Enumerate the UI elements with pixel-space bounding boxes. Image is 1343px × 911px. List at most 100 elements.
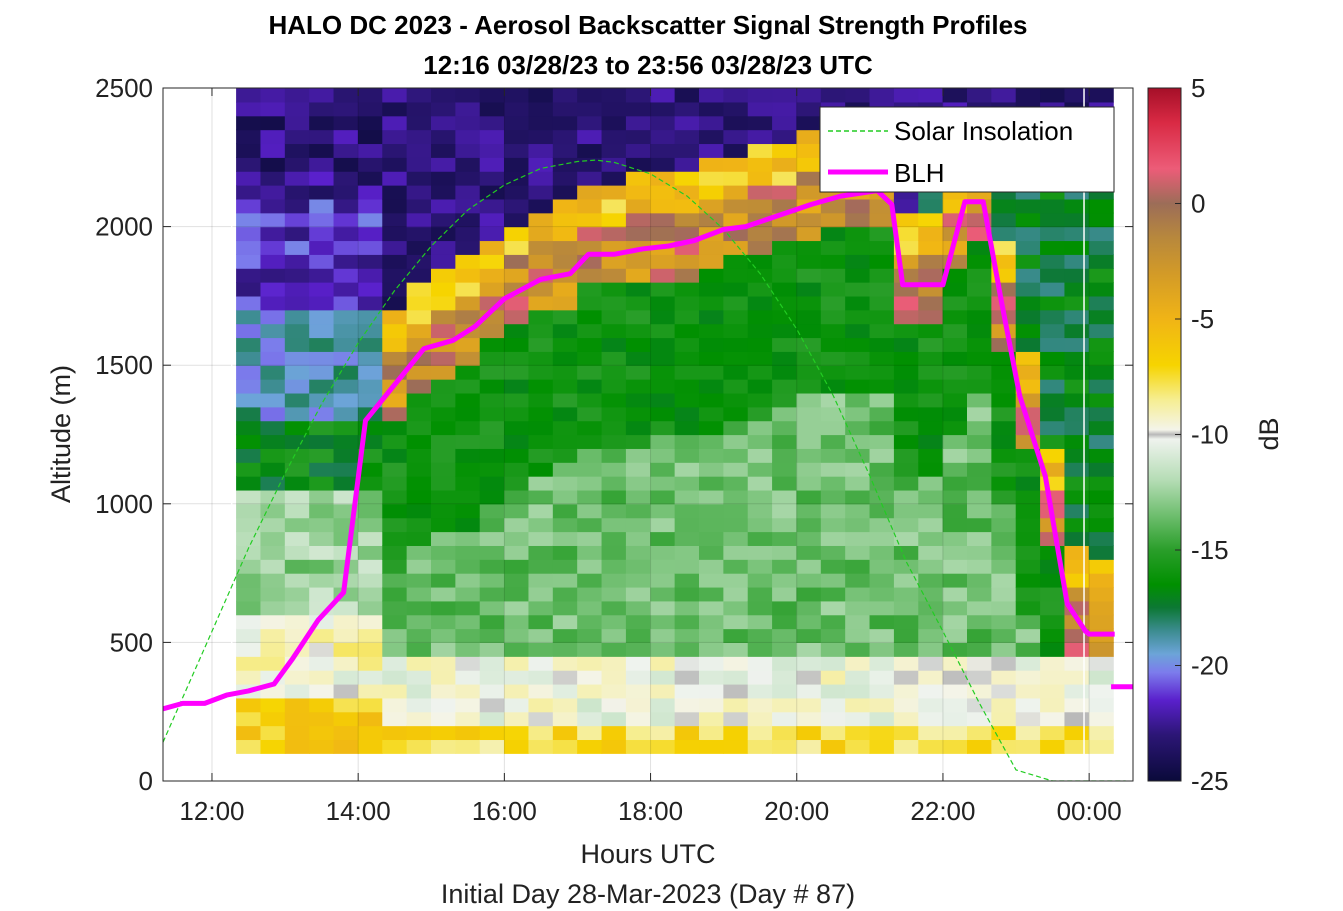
- heatmap-cell: [796, 434, 822, 449]
- heatmap-cell: [674, 226, 700, 242]
- heatmap-cell: [601, 600, 627, 616]
- heatmap-cell: [723, 628, 749, 643]
- heatmap-cell: [382, 226, 408, 242]
- colorbar-tick-label: -10: [1191, 420, 1229, 450]
- heatmap-cell: [650, 503, 676, 519]
- heatmap-cell: [650, 226, 676, 242]
- heatmap-cell: [552, 517, 578, 533]
- heatmap-cell: [674, 143, 700, 158]
- series-blh: [163, 188, 1115, 712]
- heatmap-cell: [236, 697, 262, 713]
- heatmap-cell: [869, 670, 895, 685]
- heatmap-cell: [820, 254, 846, 269]
- heatmap-cell: [284, 420, 310, 436]
- heatmap-cell: [772, 420, 798, 436]
- heatmap-cell: [504, 226, 530, 242]
- heatmap-cell: [333, 725, 359, 741]
- heatmap-cell: [845, 725, 871, 741]
- heatmap-cell: [333, 392, 359, 408]
- heatmap-cell: [942, 379, 968, 394]
- heatmap-cell: [528, 586, 554, 602]
- heatmap-cell: [382, 476, 408, 491]
- heatmap-cell: [967, 351, 992, 366]
- heatmap-cell: [1088, 295, 1114, 311]
- heatmap-cell: [918, 254, 944, 269]
- heatmap-cell: [333, 448, 359, 463]
- heatmap-cell: [601, 295, 627, 311]
- heatmap-cell: [747, 115, 773, 131]
- heatmap-cell: [772, 573, 798, 588]
- heatmap-cell: [918, 573, 944, 588]
- heatmap-cell: [1040, 725, 1066, 741]
- heatmap-cell: [772, 240, 798, 255]
- heatmap-cell: [260, 129, 286, 145]
- heatmap-cell: [382, 88, 408, 103]
- heatmap-cell: [236, 614, 262, 630]
- heatmap-cell: [723, 600, 749, 616]
- heatmap-cell: [577, 157, 603, 172]
- heatmap-cell: [747, 670, 773, 685]
- heatmap-cell: [942, 683, 968, 699]
- heatmap-cell: [357, 365, 383, 380]
- heatmap-cell: [918, 725, 944, 741]
- heatmap-cell: [796, 531, 822, 546]
- heatmap-cell: [601, 739, 627, 754]
- heatmap-cell: [1088, 392, 1114, 408]
- heatmap-cell: [333, 212, 359, 228]
- heatmap-cell: [820, 600, 846, 616]
- heatmap-cell: [236, 115, 262, 131]
- heatmap-cell: [796, 212, 822, 228]
- heatmap-cell: [260, 573, 286, 588]
- heatmap-cell: [455, 143, 481, 158]
- heatmap-cell: [382, 212, 408, 228]
- heatmap-cell: [455, 185, 481, 200]
- heatmap-cell: [1064, 517, 1090, 533]
- heatmap-cell: [1064, 88, 1090, 103]
- heatmap-cell: [723, 462, 749, 477]
- heatmap-cell: [942, 628, 968, 643]
- heatmap-cell: [431, 392, 456, 408]
- heatmap-cell: [406, 739, 432, 754]
- heatmap-cell: [236, 420, 262, 436]
- heatmap-cell: [991, 614, 1017, 630]
- heatmap-cell: [869, 600, 895, 616]
- heatmap-cell: [650, 573, 676, 588]
- heatmap-cell: [431, 351, 456, 366]
- heatmap-cell: [845, 545, 871, 560]
- heatmap-cell: [236, 365, 262, 380]
- heatmap-cell: [1015, 88, 1041, 103]
- heatmap-cell: [455, 212, 481, 228]
- heatmap-cell: [431, 628, 456, 643]
- heatmap-cell: [1088, 573, 1114, 588]
- heatmap-cell: [309, 129, 335, 145]
- heatmap-cell: [431, 379, 456, 394]
- heatmap-cell: [772, 365, 798, 380]
- heatmap-cell: [1064, 379, 1090, 394]
- heatmap-cell: [431, 268, 456, 283]
- heatmap-cell: [1040, 683, 1066, 699]
- heatmap-cell: [1040, 489, 1066, 505]
- heatmap-cell: [942, 697, 968, 713]
- heatmap-cell: [431, 406, 456, 422]
- heatmap-cell: [504, 129, 530, 145]
- heatmap-cell: [845, 586, 871, 602]
- heatmap-cell: [942, 545, 968, 560]
- heatmap-cell: [406, 545, 432, 560]
- heatmap-cell: [552, 489, 578, 505]
- heatmap-cell: [309, 351, 335, 366]
- heatmap-cell: [455, 254, 481, 269]
- heatmap-cell: [942, 670, 968, 685]
- heatmap-cell: [723, 670, 749, 685]
- heatmap-cell: [674, 392, 700, 408]
- heatmap-cell: [309, 531, 335, 546]
- heatmap-cell: [699, 268, 724, 283]
- heatmap-cell: [845, 476, 871, 491]
- heatmap-cell: [552, 670, 578, 685]
- heatmap-cell: [1015, 462, 1041, 477]
- heatmap-cell: [967, 323, 992, 339]
- heatmap-cell: [455, 476, 481, 491]
- heatmap-cell: [747, 586, 773, 602]
- heatmap-cell: [309, 725, 335, 741]
- heatmap-cell: [723, 115, 749, 131]
